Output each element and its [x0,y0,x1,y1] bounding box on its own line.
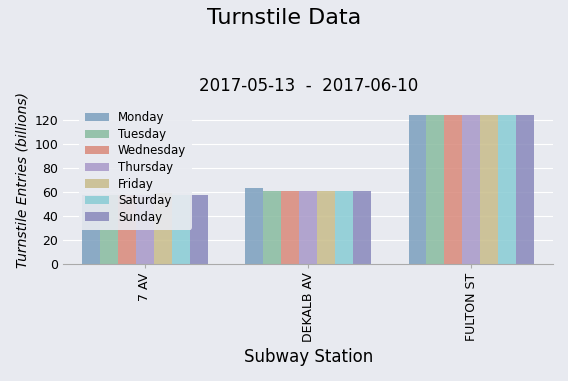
Bar [444,115,462,264]
Y-axis label: Turnstile Entries (billions): Turnstile Entries (billions) [15,92,29,268]
Bar [462,115,481,264]
Bar [245,188,263,264]
Bar [118,195,136,264]
Bar [498,115,516,264]
Bar [172,195,190,264]
Bar [154,193,172,264]
Bar [136,195,154,264]
Bar [299,191,317,264]
Bar [353,191,371,264]
Bar [317,191,335,264]
Bar [481,115,498,264]
Bar [516,115,534,264]
X-axis label: Subway Station: Subway Station [244,348,373,366]
Text: Turnstile Data: Turnstile Data [207,8,361,27]
Bar [263,191,281,264]
Bar [82,195,100,264]
Bar [408,115,427,264]
Bar [335,191,353,264]
Bar [190,195,208,264]
Title: 2017-05-13  -  2017-06-10: 2017-05-13 - 2017-06-10 [199,77,418,94]
Bar [281,191,299,264]
Bar [427,115,444,264]
Legend: Monday, Tuesday, Wednesday, Thursday, Friday, Saturday, Sunday: Monday, Tuesday, Wednesday, Thursday, Fr… [79,106,192,229]
Bar [100,195,118,264]
